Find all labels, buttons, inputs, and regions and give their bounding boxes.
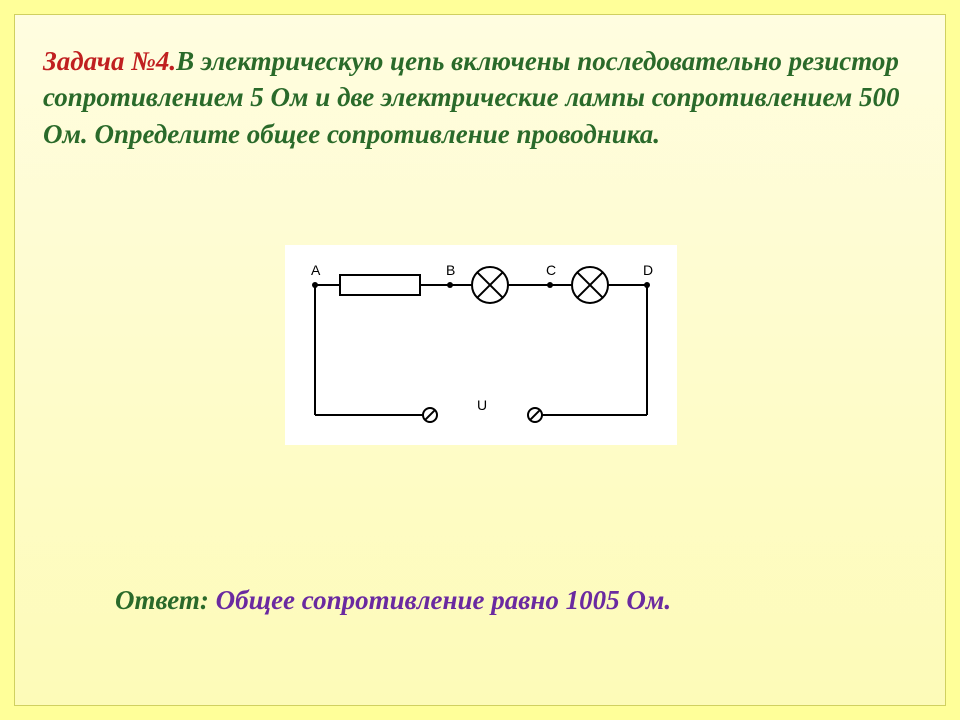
svg-text:C: C — [546, 262, 556, 278]
problem-title: Задача №4. — [43, 46, 176, 76]
circuit-svg: A B C D U — [285, 245, 677, 445]
problem-text: Задача №4.В электрическую цепь включены … — [43, 43, 905, 152]
answer-text: Общее сопротивление равно 1005 Ом. — [216, 585, 671, 615]
answer-line: Ответ: Общее сопротивление равно 1005 Ом… — [115, 585, 671, 616]
circuit-diagram: A B C D U — [285, 245, 677, 445]
svg-text:B: B — [446, 262, 455, 278]
slide: Задача №4.В электрическую цепь включены … — [14, 14, 946, 706]
svg-text:D: D — [643, 262, 653, 278]
svg-text:U: U — [477, 397, 487, 413]
svg-text:A: A — [311, 262, 321, 278]
answer-label: Ответ: — [115, 585, 216, 615]
